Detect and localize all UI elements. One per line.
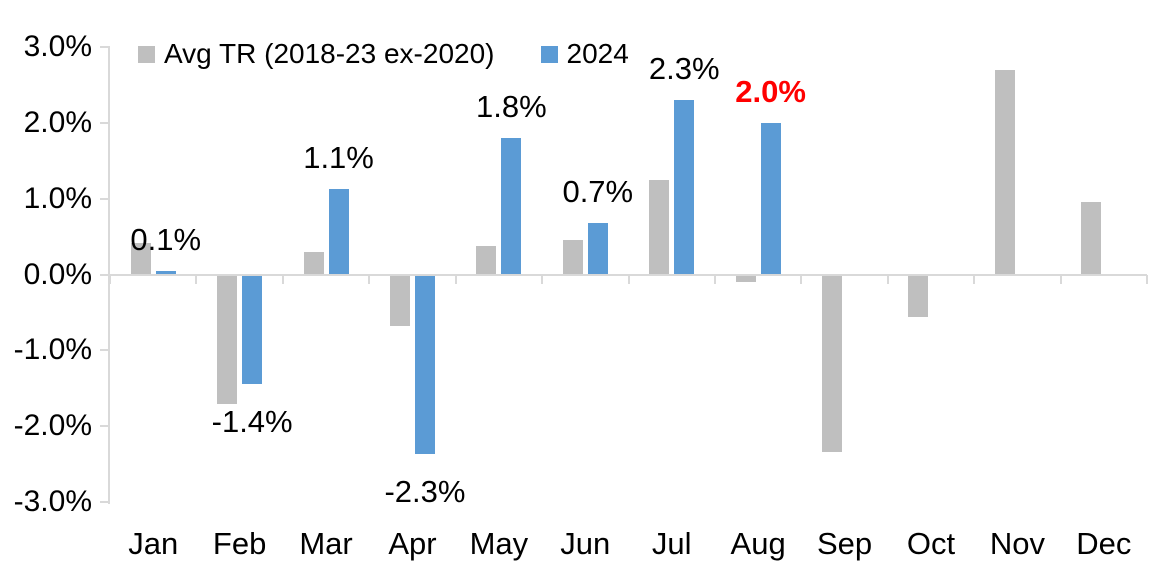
x-axis-tick	[886, 274, 889, 284]
x-axis-label-nov: Nov	[989, 526, 1045, 561]
x-axis-label-may: May	[469, 526, 529, 561]
y-axis-tick	[100, 197, 110, 200]
x-axis-label-jul: Jul	[651, 526, 692, 561]
y-axis-tick	[100, 425, 110, 428]
bar-avg-jan	[130, 242, 151, 275]
y-axis-tick	[100, 500, 110, 503]
x-axis-tick	[109, 274, 111, 284]
x-axis-tick	[713, 274, 716, 284]
bar-2024-aug	[760, 122, 781, 275]
bar-2024-apr	[414, 275, 435, 455]
x-axis-label-sep: Sep	[816, 526, 873, 561]
bar-avg-oct	[908, 275, 929, 318]
legend-swatch-avg-tr	[138, 45, 155, 63]
x-axis-tick	[800, 274, 803, 284]
data-label-2024-mar: 1.1%	[303, 139, 374, 175]
data-label-2024-jul: 2.3%	[648, 51, 720, 87]
x-axis-label-apr: Apr	[388, 526, 437, 561]
legend-swatch-2024	[540, 45, 558, 63]
x-axis-tick	[973, 274, 976, 284]
data-label-2024-apr: -2.3%	[384, 474, 466, 510]
y-axis-tick	[100, 273, 110, 276]
bar-2024-feb	[242, 275, 263, 384]
y-axis-tick	[100, 121, 110, 124]
bar-avg-nov	[994, 69, 1015, 275]
x-axis-tick	[281, 274, 284, 284]
y-axis-label: 0.0%	[23, 257, 92, 291]
bar-avg-feb	[217, 275, 238, 405]
x-axis-label-mar: Mar	[299, 526, 353, 561]
x-axis-label-aug: Aug	[730, 526, 786, 561]
data-label-2024-jun: 0.7%	[562, 173, 634, 209]
y-axis-label: 1.0%	[23, 181, 92, 215]
bar-avg-dec	[1081, 202, 1102, 275]
bar-2024-jun	[587, 222, 608, 275]
x-axis-label-oct: Oct	[906, 526, 956, 561]
x-axis-label-jan: Jan	[128, 526, 179, 561]
y-axis-label: -2.0%	[13, 409, 92, 443]
x-axis-tick	[368, 274, 371, 284]
x-axis-tick	[1059, 274, 1062, 284]
bar-2024-jul	[674, 100, 695, 275]
x-axis-label-jun: Jun	[560, 526, 611, 561]
data-label-2024-aug: 2.0%	[735, 73, 806, 109]
y-axis-tick	[100, 46, 110, 48]
y-axis-label: -3.0%	[13, 484, 92, 518]
x-axis-tick	[541, 274, 544, 284]
x-axis-label-feb: Feb	[212, 526, 267, 561]
bar-avg-jul	[649, 179, 670, 275]
bar-2024-mar	[328, 188, 349, 275]
y-axis-label: 2.0%	[23, 105, 92, 139]
bar-avg-may	[476, 246, 497, 275]
bar-avg-apr	[389, 275, 410, 327]
bar-avg-mar	[303, 251, 324, 275]
x-axis-label-dec: Dec	[1076, 526, 1132, 561]
data-label-2024-jan: 0.1%	[130, 221, 202, 257]
y-axis-label: -1.0%	[13, 333, 92, 367]
x-axis-tick	[627, 274, 630, 284]
bar-2024-jan	[155, 270, 176, 275]
legend-label-2024: 2024	[566, 38, 629, 69]
chart-legend: Avg TR (2018-23 ex-2020) 2024	[138, 38, 629, 70]
data-label-2024-feb: -1.4%	[211, 403, 293, 439]
legend-label-avg-tr: Avg TR (2018-23 ex-2020)	[164, 38, 495, 69]
x-axis-tick	[454, 274, 457, 284]
y-axis-label: 3.0%	[23, 30, 92, 63]
x-axis-tick	[1146, 274, 1149, 284]
bar-2024-may	[501, 138, 522, 275]
y-axis-tick	[100, 349, 110, 352]
bar-avg-aug	[735, 275, 756, 282]
data-label-2024-may: 1.8%	[476, 89, 547, 124]
bar-avg-sep	[822, 275, 843, 453]
bar-avg-jun	[562, 239, 583, 275]
x-axis-tick	[195, 274, 198, 284]
